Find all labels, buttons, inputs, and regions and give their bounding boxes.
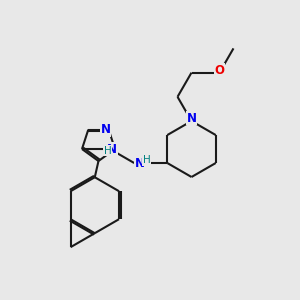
Text: N: N [107, 142, 117, 155]
Text: N: N [101, 123, 111, 136]
Text: H: H [142, 155, 150, 165]
Text: N: N [135, 157, 145, 169]
Text: H: H [104, 146, 112, 155]
Text: O: O [214, 64, 224, 77]
Text: N: N [187, 112, 196, 124]
